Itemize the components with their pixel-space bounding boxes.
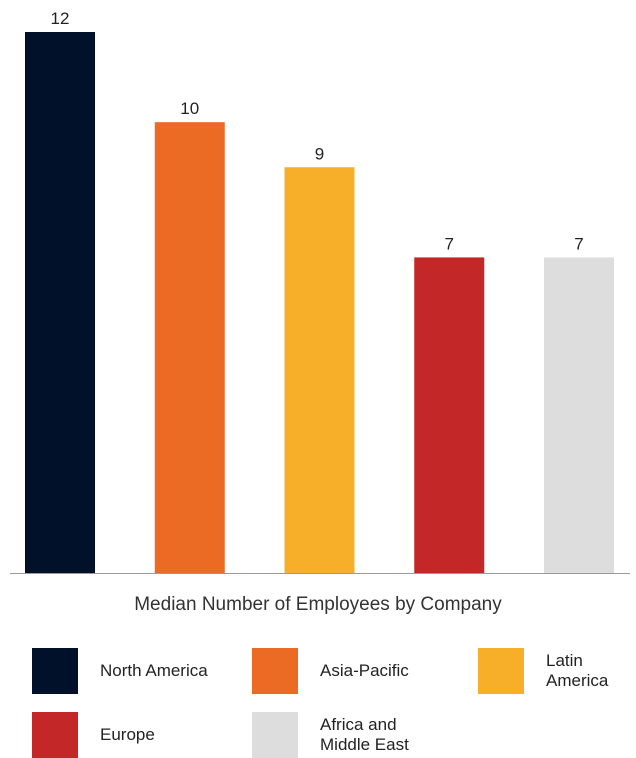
legend-swatch (32, 712, 78, 758)
legend-label: Asia-Pacific (320, 661, 409, 680)
bar-chart: 12 10 9 7 7 (10, 9, 630, 574)
legend-label: Latin America (546, 651, 609, 690)
legend-swatch (32, 648, 78, 694)
legend-swatch (252, 712, 298, 758)
data-label: 9 (315, 144, 324, 163)
legend-label: Europe (100, 725, 155, 744)
data-label: 7 (445, 234, 454, 253)
legend-label: North America (100, 661, 208, 680)
bar-latin-america (284, 167, 355, 573)
bar-europe (414, 257, 485, 573)
data-label: 12 (51, 9, 70, 28)
legend-swatch (478, 648, 524, 694)
legend-swatch (252, 648, 298, 694)
bar-africa-and-middle-east (544, 257, 614, 573)
data-label: 7 (574, 234, 583, 253)
data-label: 10 (180, 99, 199, 118)
legend-label: Africa and Middle East (320, 715, 409, 754)
chart-caption: Median Number of Employees by Company (134, 594, 502, 615)
bar-north-america (25, 32, 95, 573)
bar-asia-pacific (154, 122, 225, 574)
